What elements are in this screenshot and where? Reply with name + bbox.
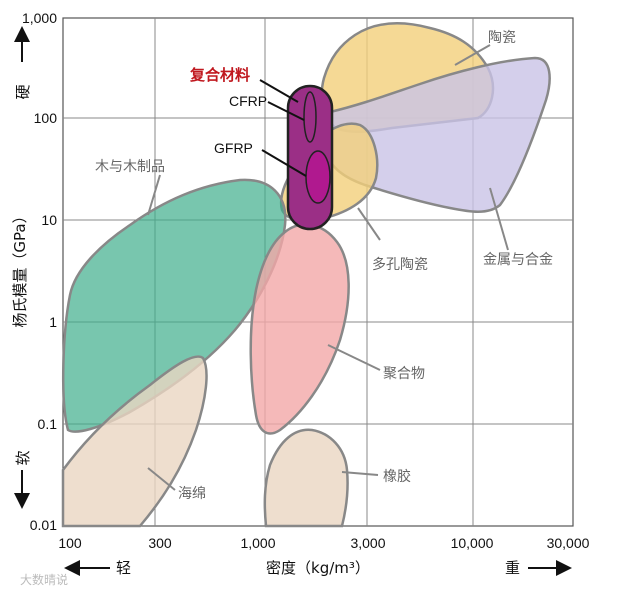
leader-metals (489, 187, 509, 251)
y-tick-100: 100 (34, 110, 58, 126)
label-composites: 复合材料 (189, 66, 250, 84)
x-hint-low: 轻 (116, 559, 131, 577)
label-wood: 木与木制品 (95, 159, 165, 175)
label-polymers: 聚合物 (383, 366, 425, 382)
y-tick-10: 10 (41, 212, 57, 228)
x-tick-300: 300 (148, 535, 172, 551)
y-axis-title: 杨氏模量（GPa） (11, 208, 29, 327)
leader-foams (147, 467, 176, 491)
label-gfrp: GFRP (214, 140, 253, 156)
x-tick-100: 100 (58, 535, 82, 551)
leader-rubber (341, 471, 379, 476)
region-cfrp (303, 91, 317, 143)
label-rubber: 橡胶 (383, 468, 411, 485)
y-tick-1: 1 (49, 314, 57, 330)
y-hint-high: 硬 (14, 84, 32, 99)
label-cfrp: CFRP (229, 93, 267, 109)
leader-lines (147, 44, 509, 491)
x-tick-30000: 30,000 (547, 535, 590, 551)
y-tick-0.1: 0.1 (38, 416, 58, 432)
leader-cfrp (267, 101, 305, 121)
x-tick-1000: 1,000 (240, 535, 275, 551)
y-tick-1000: 1,000 (22, 10, 57, 26)
x-tick-3000: 3,000 (350, 535, 385, 551)
x-tick-10000: 10,000 (451, 535, 494, 551)
label-porous-ceramics: 多孔陶瓷 (372, 256, 428, 273)
leader-porous (357, 207, 381, 241)
y-hint-low: 软 (14, 450, 32, 465)
region-gfrp (305, 150, 331, 204)
leader-polymers (327, 344, 381, 371)
region-rubber (263, 428, 349, 528)
leader-gfrp (261, 149, 307, 177)
leader-ceramics (454, 44, 491, 66)
x-axis-title: 密度（kg/m³） (266, 559, 370, 577)
label-ceramics: 陶瓷 (488, 30, 516, 46)
region-foams (61, 355, 208, 528)
leader-composites (259, 79, 299, 103)
region-polymers (249, 223, 350, 435)
x-hint-high: 重 (505, 559, 520, 577)
y-tick-0.01: 0.01 (30, 517, 57, 533)
label-foams: 海绵 (178, 485, 206, 502)
watermark: 大数晴说 (20, 572, 68, 587)
leader-wood (147, 174, 161, 216)
label-metals: 金属与合金 (483, 252, 553, 268)
